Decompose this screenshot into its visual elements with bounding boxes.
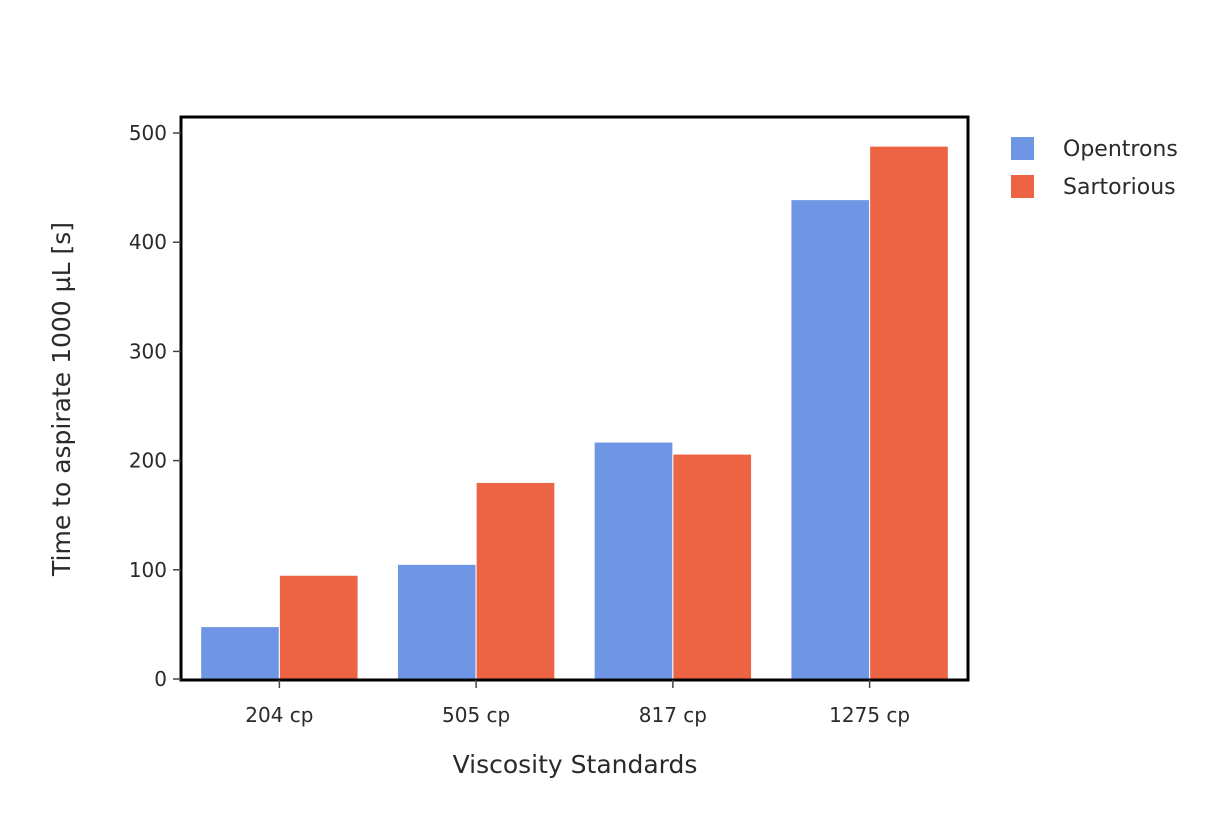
bar-sartorious-204-cp[interactable] [278,574,359,680]
bars-layer [200,145,949,680]
y-tick-label: 300 [129,339,167,363]
bar-opentrons-204-cp[interactable] [200,626,280,680]
x-tick-label: 505 cp [442,703,510,727]
bar-opentrons-505-cp[interactable] [396,563,477,680]
x-tick-label: 204 cp [245,703,313,727]
x-tick-label: 1275 cp [829,703,910,727]
plot-frame [179,115,970,682]
legend-swatch[interactable] [1011,137,1034,160]
legend-label[interactable]: Opentrons [1063,137,1178,162]
bar-sartorious-505-cp[interactable] [475,481,556,680]
x-axis-title: Viscosity Standards [453,750,698,779]
legend-label[interactable]: Sartorious [1063,175,1176,200]
y-tick-label: 400 [129,230,167,254]
bar-opentrons-1275-cp[interactable] [790,199,871,680]
legend-item-opentrons[interactable]: Opentrons [1011,137,1178,162]
y-tick-label: 500 [129,121,167,145]
x-tick-label: 817 cp [639,703,707,727]
y-tick-label: 100 [129,558,167,582]
y-tick-label: 0 [154,667,167,691]
legend[interactable]: Opentrons Sartorious [1011,137,1178,200]
bar-sartorious-1275-cp[interactable] [869,145,949,680]
bar-sartorious-817-cp[interactable] [672,453,753,680]
y-tick-label: 200 [129,449,167,473]
legend-item-sartorious[interactable]: Sartorious [1011,175,1176,200]
y-axis-title: Time to aspirate 1000 µL [s] [47,222,76,577]
bar-opentrons-817-cp[interactable] [593,441,674,680]
x-axis: 204 cp 505 cp 817 cp 1275 cp [245,680,910,727]
legend-swatch[interactable] [1011,175,1034,198]
y-axis: 0 100 200 300 400 500 [129,121,181,691]
